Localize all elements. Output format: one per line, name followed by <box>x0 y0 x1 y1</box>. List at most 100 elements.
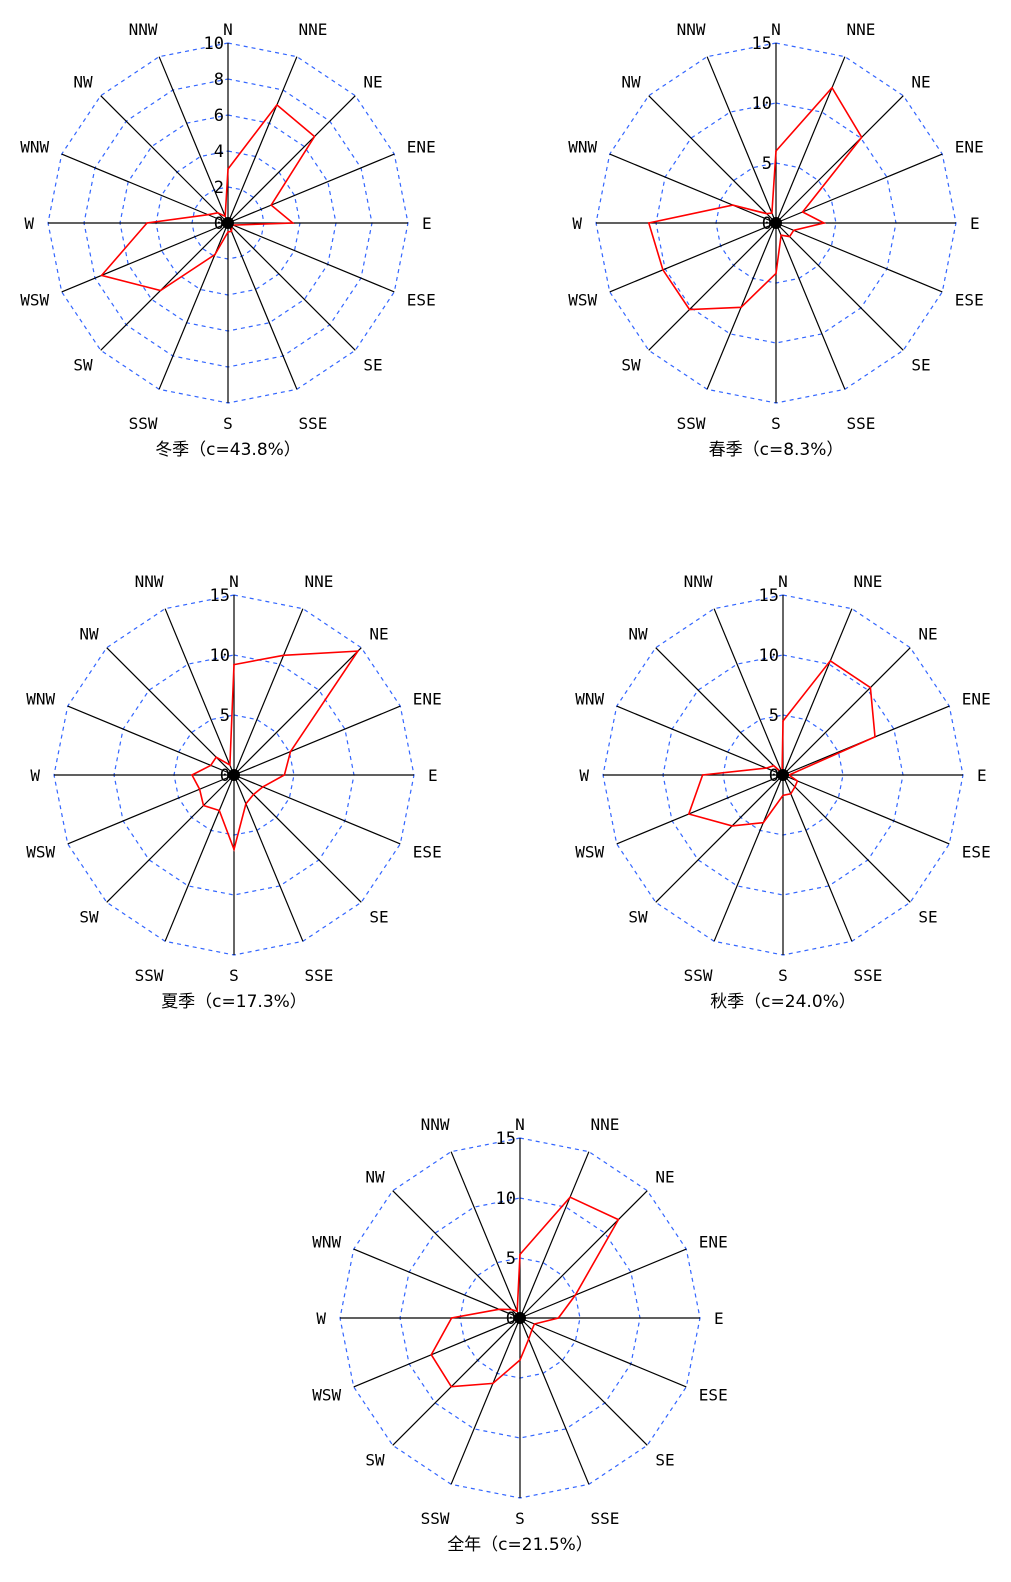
scale-tick-8: 8 <box>214 70 224 90</box>
direction-label-ese: ESE <box>413 843 442 862</box>
data-point-nw <box>510 1308 513 1311</box>
data-point-ne <box>313 135 316 138</box>
direction-label-e: E <box>970 214 980 233</box>
grid-ring-2 <box>113 654 355 896</box>
axis-ssw <box>158 222 229 390</box>
axis-nnw <box>164 608 235 776</box>
data-point-ene <box>801 211 804 213</box>
axis-ese <box>519 1317 687 1388</box>
data-point-nne <box>569 1196 571 1198</box>
data-point-nnw <box>771 212 773 214</box>
axis-wnw <box>353 1248 521 1319</box>
data-point-ssw <box>214 253 216 256</box>
data-point-wsw <box>100 274 103 277</box>
axis-wsw <box>67 774 235 845</box>
wind-rose-winter: N NNE NE ENE E ESE SE SSE S SSW SW WSW W WNW NW NNW 0 2 4 6… <box>20 20 435 460</box>
direction-label-s: S <box>223 414 233 433</box>
axis-nnw <box>713 608 784 776</box>
scale-tick-0: 0 <box>214 214 224 234</box>
direction-label-sse: SSE <box>854 966 883 985</box>
axis-sw <box>100 222 229 351</box>
data-point-wsw <box>688 813 690 815</box>
direction-label-sse: SSE <box>591 1509 620 1528</box>
data-point-sse <box>790 793 792 795</box>
direction-label-s: S <box>778 966 788 985</box>
axis-wsw <box>61 222 229 293</box>
data-point-w <box>191 774 193 776</box>
axis-sse <box>782 774 853 942</box>
axis-wnw <box>61 153 229 224</box>
axis-ese <box>775 222 943 293</box>
direction-label-n: N <box>515 1115 525 1134</box>
direction-label-ene: ENE <box>413 690 442 709</box>
wind-rose-spring: N NNE NE ENE E ESE SE SSE S SSW SW WSW W WNW NW NNW 0 5 10… <box>568 20 983 460</box>
direction-label-se: SE <box>911 355 930 374</box>
data-point-sw <box>159 289 162 292</box>
direction-label-ese: ESE <box>699 1386 728 1405</box>
data-point-sw <box>688 308 691 311</box>
grid-ring-2 <box>399 1197 641 1439</box>
axis-wnw <box>67 705 235 776</box>
direction-label-w: W <box>579 766 589 785</box>
direction-label-nnw: NNW <box>135 572 164 591</box>
scale-tick-5: 5 <box>506 1249 516 1269</box>
data-point-wsw <box>662 269 664 271</box>
scale-tick-0: 0 <box>769 766 779 786</box>
data-point-ne <box>617 1218 620 1221</box>
direction-label-ene: ENE <box>962 690 991 709</box>
direction-label-sw: SW <box>73 355 93 374</box>
axis-nnw <box>450 1151 521 1319</box>
direction-label-e: E <box>428 766 438 785</box>
direction-label-ene: ENE <box>955 138 984 157</box>
data-point-wnw <box>765 767 768 769</box>
direction-label-ese: ESE <box>407 291 436 310</box>
data-point-sw <box>731 825 733 827</box>
scale-tick-0: 0 <box>220 766 230 786</box>
frequency-polygon-summer <box>190 650 360 853</box>
axis-nw <box>106 647 235 776</box>
direction-label-se: SE <box>918 907 937 926</box>
data-point-sse <box>230 230 233 233</box>
direction-label-sse: SSE <box>847 414 876 433</box>
axis-sse <box>233 774 304 942</box>
axis-ese <box>782 774 950 845</box>
scale-tick-6: 6 <box>214 106 224 126</box>
scale-tick-15: 15 <box>496 1129 516 1149</box>
axis-ssw <box>450 1317 521 1485</box>
axis-ssw <box>713 774 784 942</box>
axis-nne <box>519 1151 590 1319</box>
axis-ne <box>519 1190 648 1319</box>
data-point-n <box>775 150 777 152</box>
data-point-ssw <box>492 1382 494 1385</box>
direction-label-ne: NE <box>911 73 930 92</box>
wind-rose-annual: N NNE NE ENE E ESE SE SSE S SSW SW WSW W WNW NW NNW 0 5 10… <box>312 1115 727 1555</box>
direction-label-wnw: WNW <box>575 690 604 709</box>
direction-label-ssw: SSW <box>684 966 713 985</box>
axis-ene <box>227 153 395 224</box>
direction-label-nne: NNE <box>305 572 334 591</box>
data-point-ene <box>574 1294 577 1296</box>
direction-label-sw: SW <box>365 1450 385 1469</box>
axis-nw <box>655 647 784 776</box>
axis-sw <box>392 1317 521 1446</box>
direction-label-nw: NW <box>628 625 648 644</box>
data-point-s <box>519 1359 521 1361</box>
data-point-e <box>292 222 294 224</box>
data-point-w <box>146 222 148 224</box>
axis-ene <box>233 705 401 776</box>
axis-ene <box>519 1248 687 1319</box>
axis-nne <box>233 608 304 776</box>
scale-tick-0: 0 <box>762 214 772 234</box>
axis-wnw <box>609 153 777 224</box>
data-point-ssw <box>762 821 765 824</box>
data-point-e <box>557 1317 560 1319</box>
axis-ne <box>227 95 356 224</box>
scale-tick-15: 15 <box>210 586 230 606</box>
scale-tick-10: 10 <box>496 1189 516 1209</box>
scale-tick-15: 15 <box>759 586 779 606</box>
direction-label-ene: ENE <box>407 138 436 157</box>
direction-label-wsw: WSW <box>20 291 49 310</box>
direction-label-ne: NE <box>369 625 388 644</box>
grid-ring-2 <box>662 654 904 896</box>
axis-nw <box>100 95 229 224</box>
